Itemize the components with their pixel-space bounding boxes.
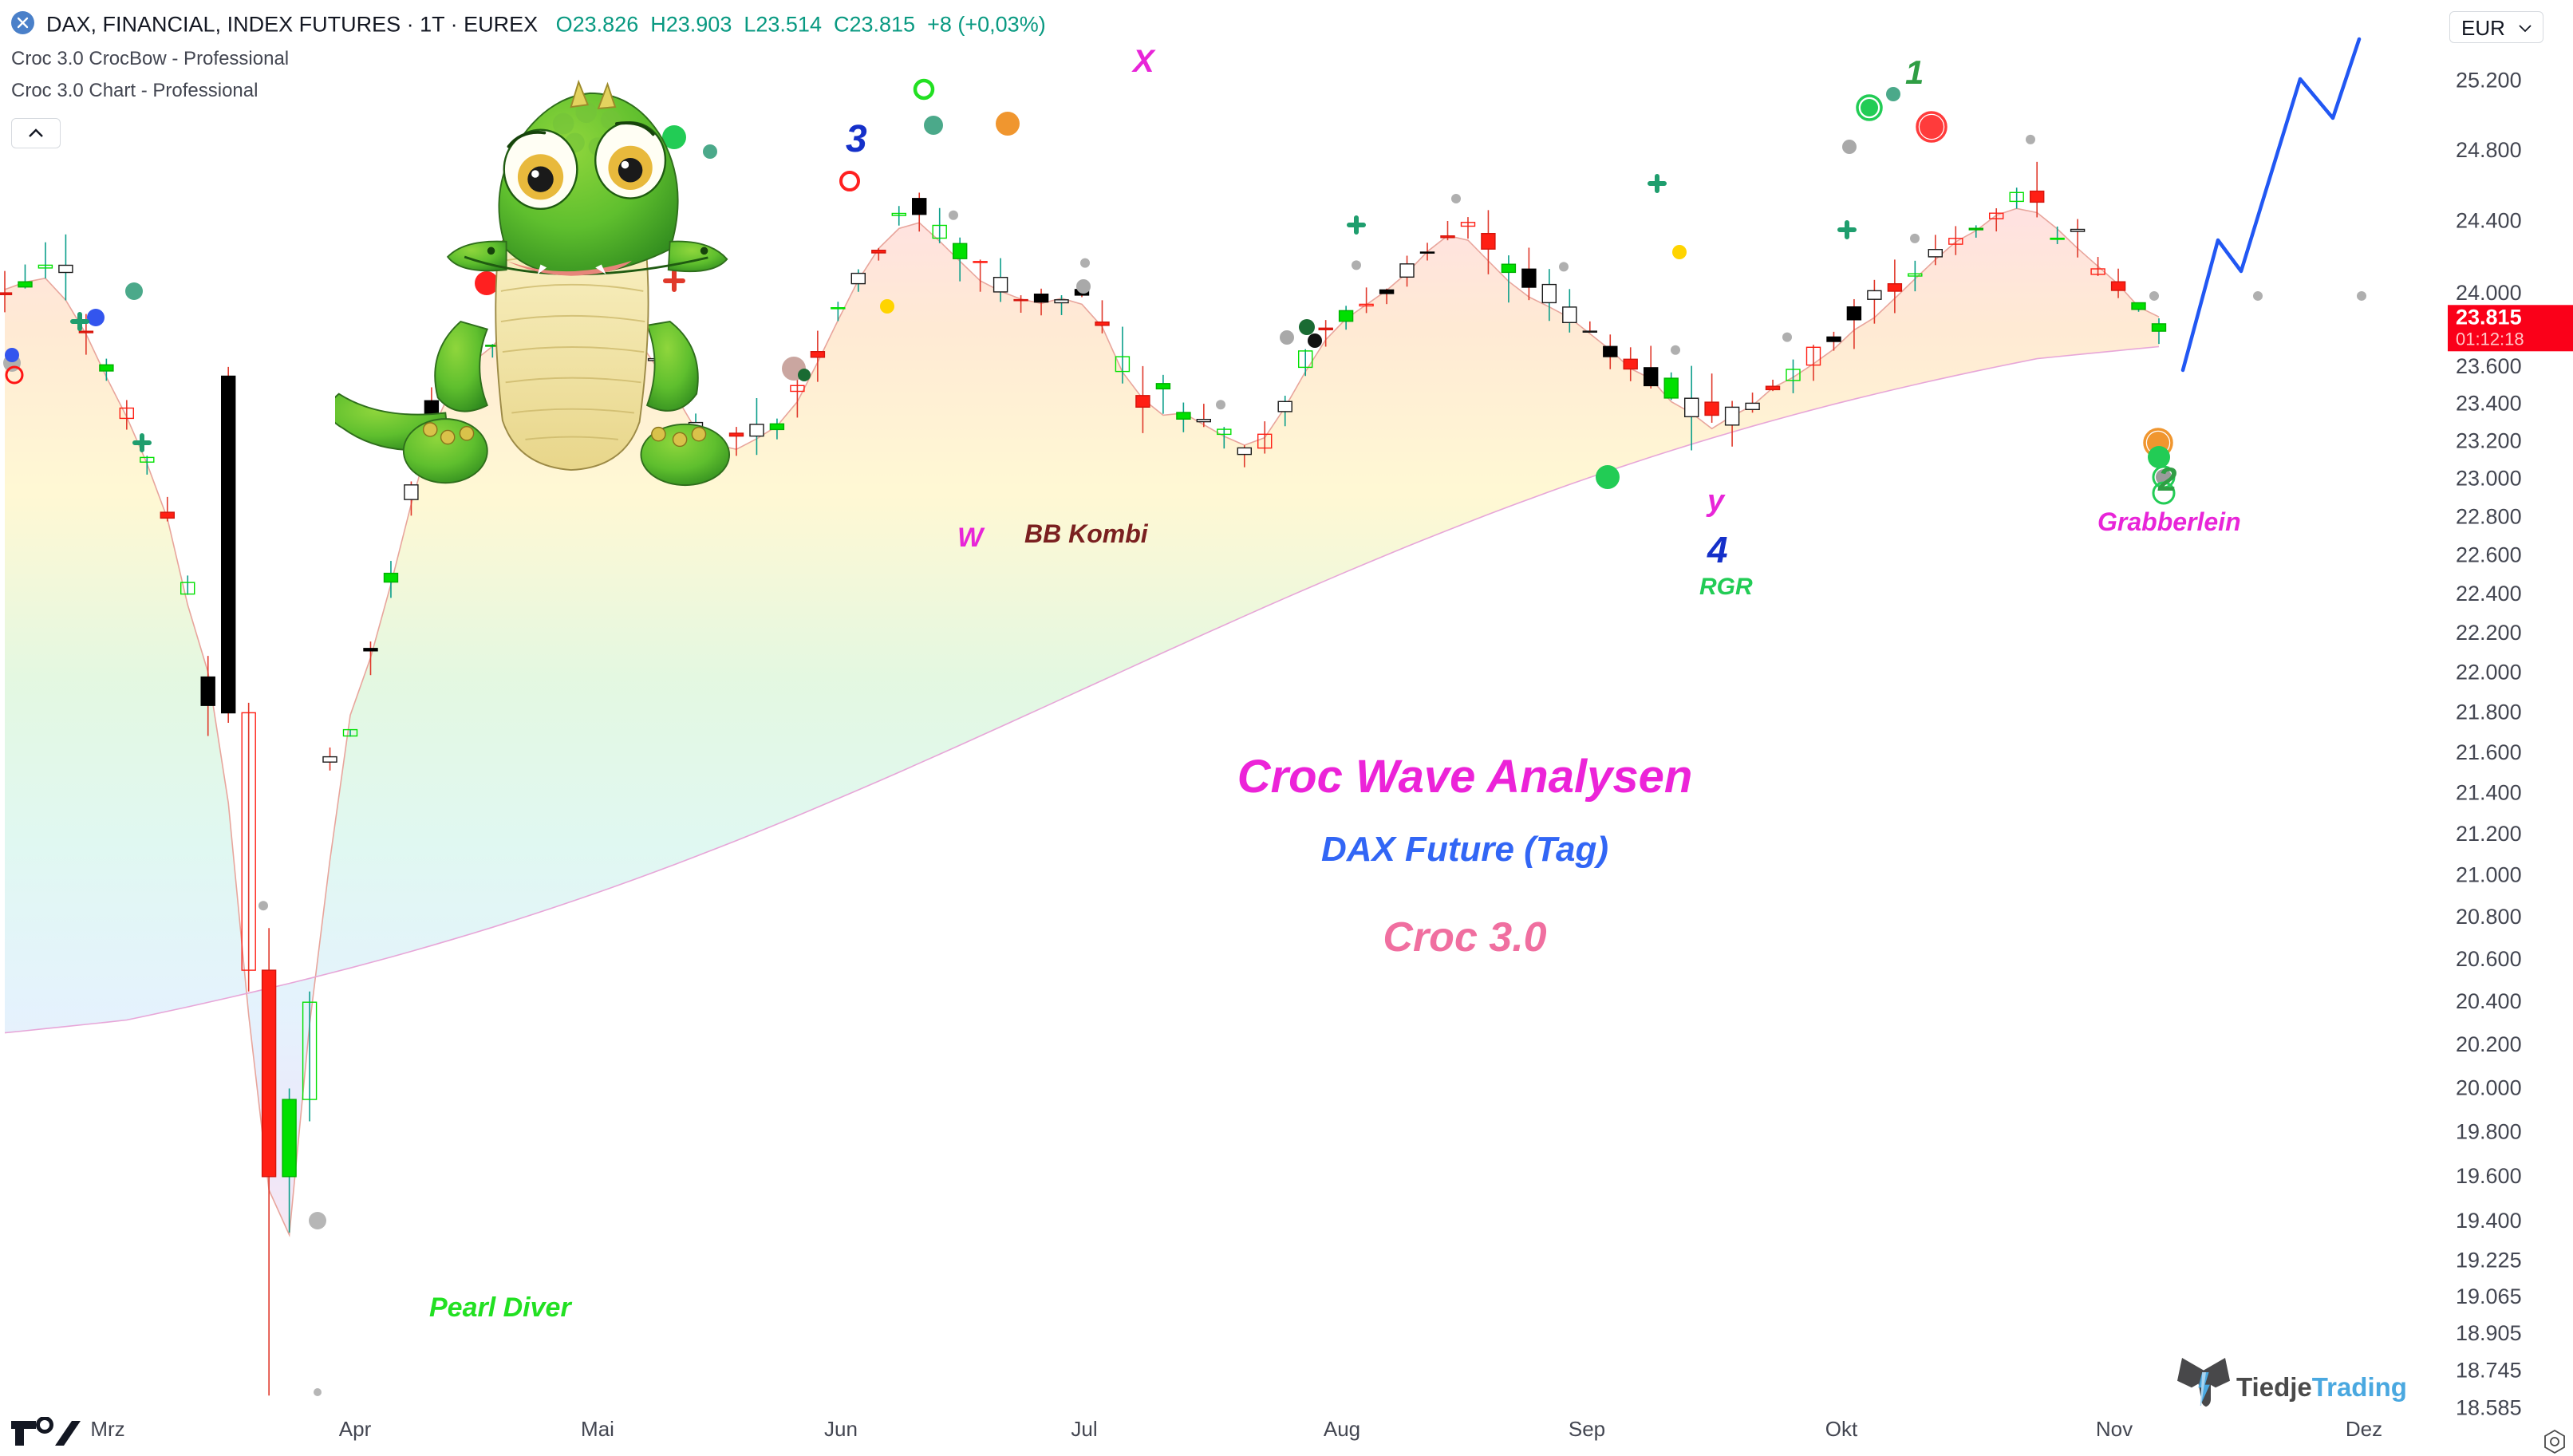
svg-text:22.200: 22.200	[2456, 621, 2522, 645]
svg-text:X: X	[1131, 44, 1156, 79]
svg-text:Apr: Apr	[339, 1417, 372, 1441]
svg-text:BB Kombi: BB Kombi	[1024, 519, 1149, 548]
svg-text:3: 3	[846, 118, 867, 160]
svg-text:19.400: 19.400	[2456, 1209, 2522, 1233]
svg-text:Mai: Mai	[581, 1417, 614, 1441]
svg-text:21.800: 21.800	[2456, 700, 2522, 724]
svg-text:22.600: 22.600	[2456, 543, 2522, 567]
svg-text:21.400: 21.400	[2456, 781, 2522, 805]
svg-text:23.000: 23.000	[2456, 467, 2522, 491]
svg-text:19.065: 19.065	[2456, 1284, 2522, 1308]
svg-text:18.905: 18.905	[2456, 1321, 2522, 1345]
svg-text:1: 1	[1905, 53, 1924, 91]
svg-text:19.225: 19.225	[2456, 1248, 2522, 1272]
svg-text:22.000: 22.000	[2456, 661, 2522, 685]
svg-text:20.200: 20.200	[2456, 1032, 2522, 1056]
svg-text:W: W	[957, 523, 985, 553]
svg-text:24.000: 24.000	[2456, 281, 2522, 305]
svg-text:RGR: RGR	[1699, 574, 1753, 600]
svg-text:20.400: 20.400	[2456, 989, 2522, 1013]
svg-text:22.800: 22.800	[2456, 504, 2522, 528]
svg-text:Mrz: Mrz	[90, 1417, 124, 1441]
svg-text:24.400: 24.400	[2456, 209, 2522, 233]
svg-text:20.600: 20.600	[2456, 947, 2522, 971]
svg-text:Jul: Jul	[1071, 1417, 1097, 1441]
svg-text:24.800: 24.800	[2456, 138, 2522, 162]
svg-text:Okt: Okt	[1825, 1417, 1858, 1441]
svg-text:y: y	[1706, 484, 1726, 518]
svg-text:01:12:18: 01:12:18	[2456, 329, 2524, 349]
svg-text:Nov: Nov	[2096, 1417, 2133, 1441]
svg-text:21.600: 21.600	[2456, 740, 2522, 764]
svg-text:19.600: 19.600	[2456, 1164, 2522, 1188]
svg-text:20.800: 20.800	[2456, 905, 2522, 929]
svg-text:25.200: 25.200	[2456, 68, 2522, 92]
svg-text:Aug: Aug	[1324, 1417, 1360, 1441]
svg-text:23.815: 23.815	[2456, 305, 2522, 329]
svg-text:19.800: 19.800	[2456, 1119, 2522, 1143]
svg-text:4: 4	[1707, 529, 1728, 570]
svg-text:Pearl Diver: Pearl Diver	[429, 1292, 572, 1323]
svg-text:2: 2	[2157, 460, 2176, 498]
svg-text:Sep: Sep	[1569, 1417, 1605, 1441]
svg-text:21.000: 21.000	[2456, 863, 2522, 887]
svg-text:Grabberlein: Grabberlein	[2097, 507, 2241, 536]
svg-text:20.000: 20.000	[2456, 1075, 2522, 1099]
svg-text:Jun: Jun	[824, 1417, 858, 1441]
svg-text:23.400: 23.400	[2456, 391, 2522, 415]
svg-text:21.200: 21.200	[2456, 822, 2522, 846]
svg-text:TiedjeTrading: TiedjeTrading	[2236, 1372, 2407, 1402]
svg-text:23.200: 23.200	[2456, 428, 2522, 452]
svg-text:23.600: 23.600	[2456, 354, 2522, 378]
svg-text:22.400: 22.400	[2456, 582, 2522, 606]
